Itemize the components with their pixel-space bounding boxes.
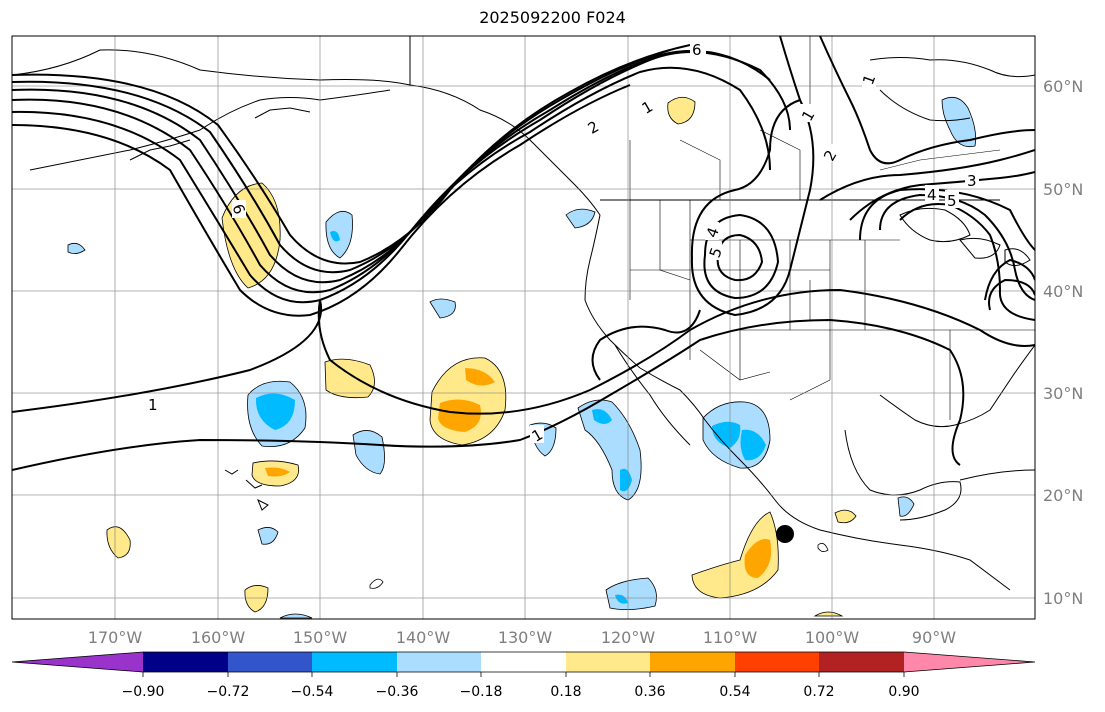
lat-label: 60°N (1043, 77, 1083, 96)
contour-label: 6 (692, 41, 702, 59)
colorbar-tick-label: −0.90 (122, 684, 165, 700)
lon-label: 90°W (912, 628, 956, 647)
colorbar-ticks (142, 672, 905, 677)
colorbar-segment (819, 652, 904, 672)
lat-label: 30°N (1043, 384, 1083, 403)
colorbar-segment (143, 652, 228, 672)
colorbar-segment (397, 652, 481, 672)
lat-label: 20°N (1043, 486, 1083, 505)
map-title: 2025092200 F024 (479, 8, 626, 27)
lon-label: 110°W (703, 628, 758, 647)
contour-label: 3 (967, 172, 977, 190)
colorbar-tick-label: −0.18 (460, 684, 503, 700)
lat-label: 50°N (1043, 180, 1083, 199)
lat-label: 40°N (1043, 282, 1083, 301)
admin-borders (629, 36, 1035, 420)
map-frame (11, 35, 1036, 620)
colorbar-tick-label: 0.54 (719, 684, 750, 700)
lon-label: 150°W (293, 628, 348, 647)
colorbar-segment (312, 652, 397, 672)
colorbar-segment (735, 652, 819, 672)
colorbar: −0.90 −0.72 −0.54 −0.36 −0.18 0.18 0.36 … (11, 651, 1036, 700)
lon-label: 170°W (88, 628, 143, 647)
colorbar-tick-label: 0.72 (803, 684, 834, 700)
colorbar-extend-left (12, 652, 143, 672)
colorbar-segment (481, 652, 566, 672)
lon-label: 130°W (498, 628, 553, 647)
lon-label: 140°W (396, 628, 451, 647)
colorbar-tick-label: −0.54 (291, 684, 334, 700)
lon-label: 160°W (191, 628, 246, 647)
colorbar-tick-label: −0.72 (207, 684, 250, 700)
latitude-labels: 60°N 50°N 40°N 30°N 20°N 10°N (1043, 77, 1083, 608)
colorbar-segment (228, 652, 312, 672)
colorbar-segment (566, 652, 650, 672)
graticule (12, 36, 1035, 619)
lon-label: 120°W (601, 628, 656, 647)
contour-label: 4 (927, 186, 937, 204)
coastlines (12, 36, 1035, 591)
colorbar-extend-right (904, 652, 1035, 672)
lon-label: 100°W (805, 628, 860, 647)
colorbar-tick-label: −0.36 (376, 684, 419, 700)
colorbar-tick-label: 0.18 (550, 684, 581, 700)
lat-label: 10°N (1043, 589, 1083, 608)
contour-label: 5 (947, 192, 957, 210)
colorbar-segment (650, 652, 735, 672)
contour-label: 1 (148, 396, 158, 414)
colorbar-tick-label: 0.90 (888, 684, 919, 700)
storm-center-marker (776, 525, 794, 543)
longitude-labels: 170°W 160°W 150°W 140°W 130°W 120°W 110°… (88, 628, 956, 647)
colorbar-tick-label: 0.36 (634, 684, 665, 700)
contour-labels: 6 1 2 1 1 1 4 5 3 4 5 6 2 1 (146, 38, 979, 446)
